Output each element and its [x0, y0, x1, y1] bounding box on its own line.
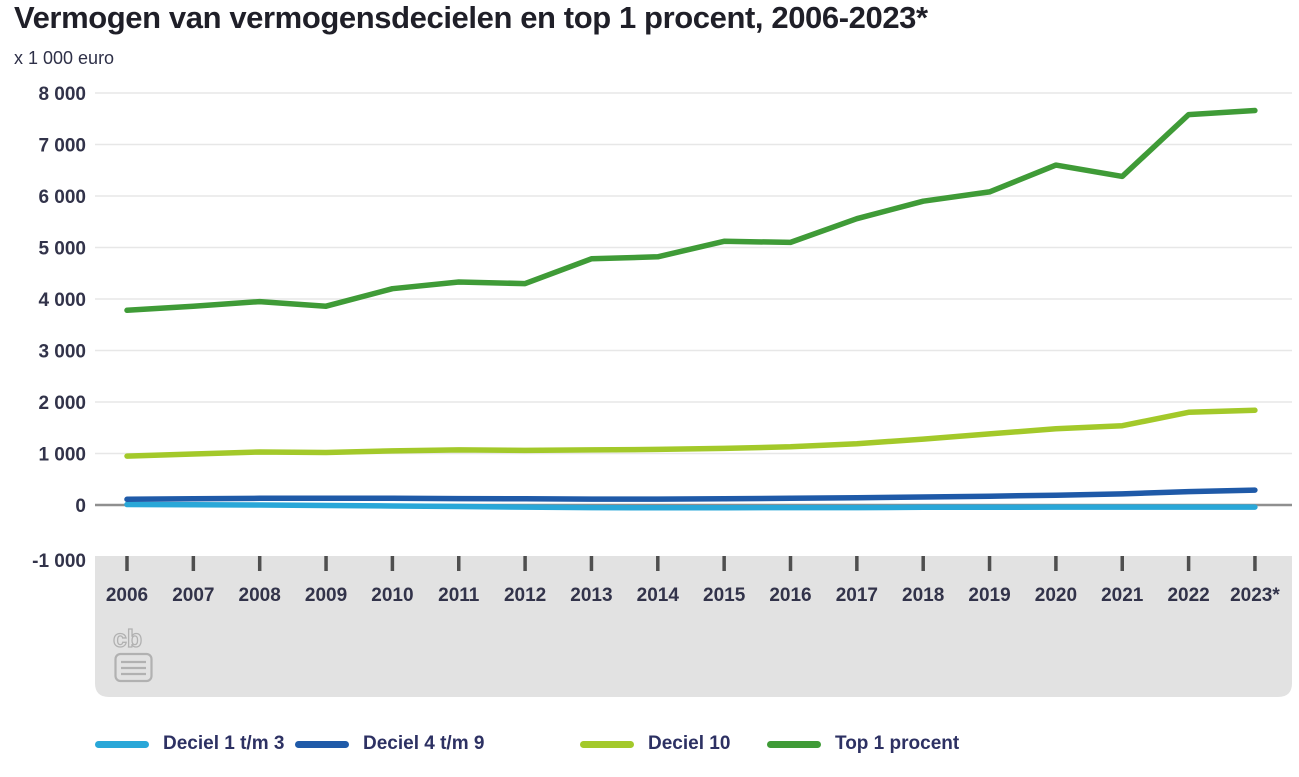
legend-label: Deciel 1 t/m 3 — [163, 733, 285, 754]
y-axis-tick-label: 5 000 — [38, 239, 86, 260]
y-axis-tick-label: 6 000 — [38, 187, 86, 208]
axis-layer: 8 000 7 000 6 000 5 000 4 000 3 000 2 000 1 000… — [32, 84, 1280, 606]
x-axis-tick-label: 2012 — [504, 585, 546, 606]
wealth-line-chart: 8 000 7 000 6 000 5 000 4 000 3 000 2 000 1 000… — [32, 84, 1292, 697]
series-line-deciel-4-t-m-9 — [124, 487, 1258, 503]
legend-item-deciel-4-t-m-9: Deciel 4 t/m 9 — [295, 731, 484, 757]
y-axis-tick-label: 2 000 — [38, 393, 86, 414]
legend-label: Deciel 10 — [648, 733, 731, 754]
y-axis-tick-label: 0 — [75, 496, 86, 517]
x-axis-tick-label: 2023* — [1230, 585, 1280, 606]
y-axis-tick-label: 8 000 — [38, 84, 86, 105]
x-axis-band-layer — [95, 556, 1292, 697]
y-axis-tick-label: 1 000 — [38, 445, 86, 466]
x-axis-tick-label: 2013 — [570, 585, 612, 606]
chart-legend: Deciel 1 t/m 3 Deciel 4 t/m 9 Deciel 10 Top… — [0, 731, 1299, 761]
x-axis-tick-label: 2019 — [968, 585, 1010, 606]
grid-layer — [95, 92, 1292, 507]
series-line-deciel-1-t-m-3 — [124, 501, 1258, 511]
y-axis-tick-label: 4 000 — [38, 290, 86, 311]
x-axis-tick-label: 2010 — [371, 585, 413, 606]
x-axis-tick-label: 2014 — [637, 585, 680, 606]
x-axis-tick-label: 2018 — [902, 585, 944, 606]
legend-swatch — [580, 740, 634, 748]
legend-item-top-1-procent: Top 1 procent — [767, 731, 959, 757]
legend-item-deciel-10: Deciel 10 — [580, 731, 730, 757]
legend-label: Deciel 4 t/m 9 — [363, 733, 485, 754]
x-axis-tick-label: 2016 — [769, 585, 811, 606]
legend-swatch — [95, 740, 149, 748]
y-axis-unit-label: x 1 000 euro — [14, 48, 115, 68]
x-axis-tick-label: 2008 — [239, 585, 281, 606]
x-axis-tick-label: 2021 — [1101, 585, 1144, 606]
series-layer — [124, 107, 1258, 511]
x-axis-tick-label: 2009 — [305, 585, 347, 606]
x-axis-tick-label: 2022 — [1167, 585, 1209, 606]
series-line-top-1-procent — [124, 107, 1258, 314]
y-axis-tick-label: 7 000 — [38, 136, 86, 157]
x-axis-tick-label: 2015 — [703, 585, 746, 606]
x-axis-tick-label: 2007 — [172, 585, 214, 606]
legend-item-deciel-1-t-m-3: Deciel 1 t/m 3 — [95, 731, 284, 757]
legend-label: Top 1 procent — [835, 733, 960, 754]
svg-text:cb: cb — [113, 625, 142, 653]
legend-swatch — [295, 740, 349, 748]
series-line-deciel-10 — [124, 407, 1258, 459]
y-axis-tick-label: -1 000 — [32, 551, 86, 572]
x-axis-tick-label: 2020 — [1035, 585, 1077, 606]
y-axis-tick-label: 3 000 — [38, 342, 86, 363]
x-axis-tick-label: 2017 — [836, 585, 878, 606]
chart-title: Vermogen van vermogensdecielen en top 1 … — [14, 0, 928, 35]
x-axis-tick-label: 2006 — [106, 585, 148, 606]
x-axis-tick-label: 2011 — [438, 585, 480, 606]
cbs-logo-icon: cb — [112, 624, 153, 683]
legend-swatch — [767, 740, 821, 748]
x-axis-band — [95, 556, 1292, 697]
